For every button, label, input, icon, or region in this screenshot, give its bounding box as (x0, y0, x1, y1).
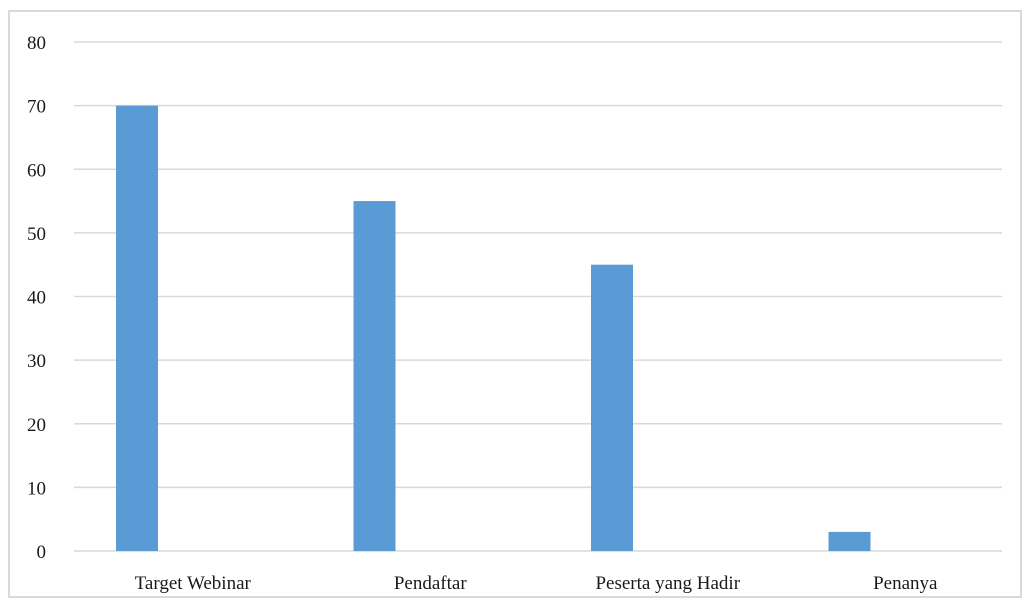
x-category-label: Target Webinar (135, 573, 252, 594)
y-tick-label: 30 (27, 351, 46, 372)
x-axis-labels: Target Webinar Pendaftar Peserta yang Hadi… (135, 573, 938, 594)
y-tick-label: 40 (27, 288, 46, 309)
y-axis-ticks: 0 10 20 30 40 50 60 70 80 (27, 33, 46, 563)
y-tick-label: 50 (27, 224, 46, 245)
bar-penanya (828, 531, 871, 551)
x-category-label: Penanya (873, 573, 938, 594)
bars (116, 105, 871, 551)
y-tick-label: 0 (37, 542, 47, 563)
y-tick-label: 70 (27, 97, 46, 118)
y-tick-label: 60 (27, 160, 46, 181)
bar-target-webinar (116, 105, 158, 551)
bar-pendaftar (353, 201, 396, 551)
y-tick-label: 20 (27, 415, 46, 436)
x-category-label: Pendaftar (394, 573, 467, 594)
y-tick-label: 10 (27, 478, 46, 499)
chart-frame (8, 10, 1022, 598)
x-category-label: Peserta yang Hadir (595, 573, 740, 594)
bar-peserta-yang-hadir (591, 264, 633, 551)
gridlines (74, 41, 1002, 552)
y-tick-label: 80 (27, 33, 46, 54)
